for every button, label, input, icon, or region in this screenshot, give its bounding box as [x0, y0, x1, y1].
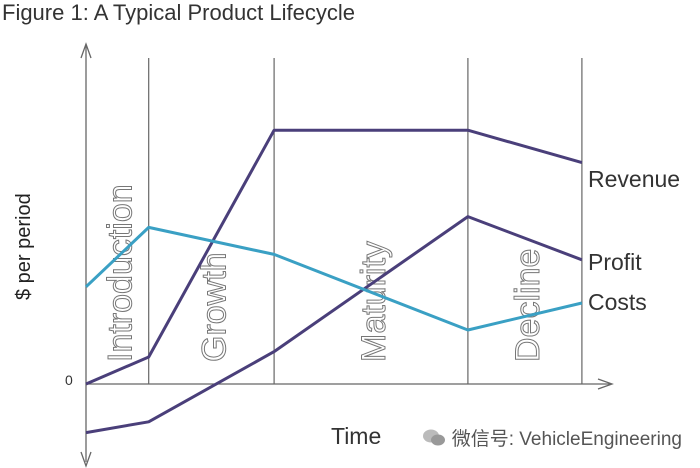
y-axis-arrow-down	[80, 451, 92, 468]
series-lines	[84, 128, 583, 435]
series-line-revenue	[85, 128, 583, 386]
series-label-profit: Profit	[588, 249, 642, 275]
series-labels: Revenue Profit Costs	[588, 166, 680, 315]
stage-label-growth: Growth	[195, 252, 233, 362]
series-line-costs	[84, 225, 583, 332]
chart-title: Figure 1: A Typical Product Lifecycle	[2, 0, 355, 25]
stage-label-introduction: Introduction	[101, 184, 139, 362]
stage-label-decline: Decline	[509, 249, 547, 362]
watermark-text: 微信号: VehicleEngineering	[451, 429, 682, 450]
wechat-icon	[422, 429, 445, 445]
series-label-costs: Costs	[588, 289, 647, 315]
stage-labels: Introduction Growth Maturity Decline	[101, 184, 548, 363]
x-axis-arrow	[597, 378, 614, 390]
stage-label-maturity: Maturity	[355, 241, 393, 362]
axes: 0 $ per period Time	[13, 42, 614, 468]
y-axis-label: $ per period	[13, 193, 35, 300]
x-axis-label: Time	[331, 423, 381, 449]
watermark: 微信号: VehicleEngineering	[421, 424, 682, 451]
y-tick-label: 0	[65, 372, 73, 388]
y-axis-arrow-up	[80, 42, 92, 59]
series-label-revenue: Revenue	[588, 166, 680, 192]
series-line-profit	[85, 215, 583, 435]
